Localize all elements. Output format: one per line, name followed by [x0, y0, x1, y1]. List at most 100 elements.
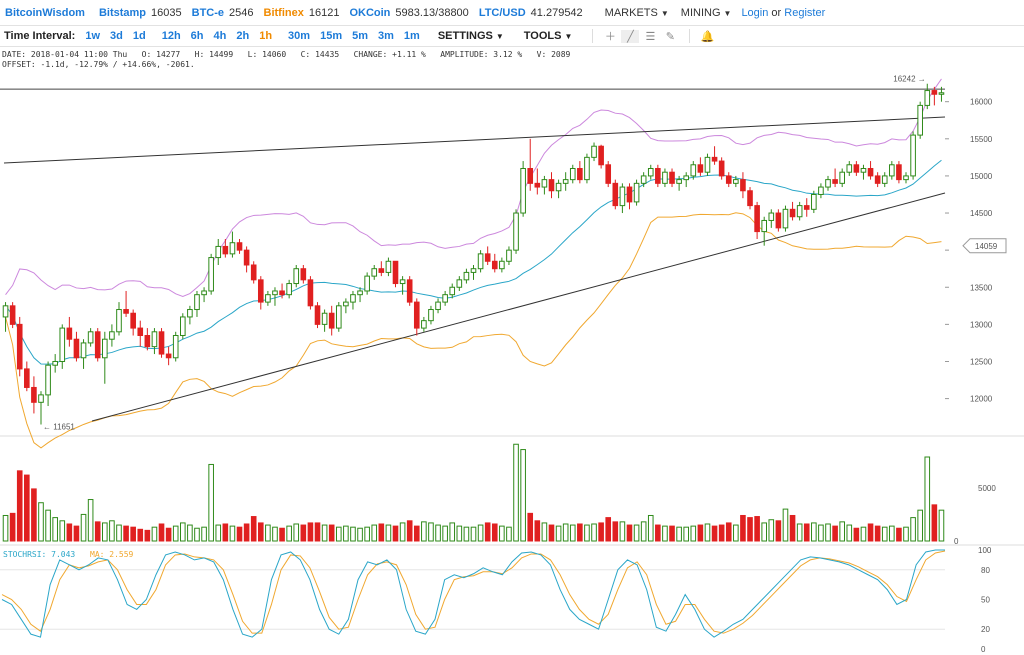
volume-bar [172, 525, 179, 542]
volume-bar [357, 527, 363, 542]
volume-bar [626, 524, 633, 542]
candle-body [867, 167, 874, 177]
bell-icon[interactable]: 🔔 [700, 30, 715, 43]
ticker-bitfinex[interactable]: Bitfinex 16121 [264, 7, 340, 19]
mining-menu[interactable]: MINING ▼ [681, 7, 732, 19]
ticker-ltcusd[interactable]: LTC/USD 41.279542 [479, 7, 583, 19]
volume-bar [647, 514, 654, 542]
candle-body [215, 245, 222, 259]
candle-body [364, 275, 370, 292]
candle-body [172, 335, 179, 359]
candle-body [272, 290, 278, 296]
candle-body [733, 179, 739, 184]
volume-bar [137, 528, 144, 542]
max-price-label: 16242 → [893, 75, 925, 84]
ticker-btce[interactable]: BTC-e 2546 [192, 7, 254, 19]
candle-body [903, 175, 909, 181]
candle-body [59, 327, 66, 362]
min-price-label: ← 11651 [43, 423, 75, 432]
candle-body [406, 279, 413, 303]
interval-1d[interactable]: 1d [132, 30, 146, 42]
interval-4h[interactable]: 4h [213, 30, 227, 42]
brand-logo[interactable]: BitcoinWisdom [5, 6, 85, 19]
candle-body [725, 175, 732, 184]
interval-1w[interactable]: 1w [85, 30, 101, 42]
interval-30m[interactable]: 30m [288, 30, 311, 42]
interval-5m[interactable]: 5m [352, 30, 369, 42]
candle-body [874, 175, 881, 184]
volume-bar [187, 524, 193, 542]
ticker-value: 16121 [308, 6, 340, 19]
interval-1h[interactable]: 1h [259, 30, 273, 42]
volume-bar [740, 514, 746, 542]
candle-body [343, 301, 349, 307]
candle-body [803, 205, 810, 210]
volume-bar [257, 522, 264, 542]
pencil-icon[interactable]: ✎ [665, 30, 675, 43]
volume-bar [80, 513, 87, 542]
volume-bar [938, 509, 945, 542]
candle-body [208, 257, 214, 292]
candle-body [102, 338, 108, 359]
candle-info-line: DATE: 2018-01-04 11:00 Thu O: 14277 H: 1… [2, 50, 571, 59]
volume-bar [640, 521, 647, 542]
interval-15m[interactable]: 15m [320, 30, 343, 42]
volume-bar [527, 512, 534, 542]
markets-menu[interactable]: MARKETS ▼ [605, 7, 669, 19]
candle-body [243, 249, 250, 266]
interval-3m[interactable]: 3m [378, 30, 394, 42]
ticker-value: 2546 [229, 6, 254, 19]
volume-bar [265, 524, 271, 542]
volume-bar [406, 520, 413, 542]
tools-menu[interactable]: TOOLS ▼ [524, 30, 573, 42]
volume-bar [633, 524, 640, 542]
candle-body [45, 364, 51, 396]
volume-bar [470, 526, 477, 542]
candle-body [442, 294, 448, 303]
ticker-name: LTC/USD [478, 6, 526, 19]
volume-bar [491, 523, 498, 542]
ticker-name: BTC-e [191, 6, 225, 19]
candle-body [477, 253, 484, 270]
volume-bar [499, 525, 505, 542]
candle-body [470, 268, 477, 273]
hlines-icon[interactable]: ☰ [645, 30, 656, 43]
caret-down-icon: ▼ [564, 32, 573, 41]
candle-body [257, 279, 264, 303]
candle-body [328, 312, 335, 329]
or-text: or [771, 6, 782, 19]
candle-body [165, 353, 172, 359]
volume-bar [803, 523, 810, 542]
ticker-okcoin[interactable]: OKCoin 5983.13/38800 [349, 7, 468, 19]
interval-3d[interactable]: 3d [110, 30, 123, 42]
interval-6h[interactable]: 6h [190, 30, 204, 42]
trend-line-upper [3, 116, 946, 164]
interval-2h[interactable]: 2h [236, 30, 250, 42]
candle-body [860, 167, 867, 173]
candle-body [335, 305, 342, 329]
volume-bar [825, 523, 831, 542]
ticker-bitstamp[interactable]: Bitstamp 16035 [99, 7, 182, 19]
candle-body [846, 164, 853, 173]
candle-body [541, 179, 548, 188]
volume-bar [832, 525, 838, 542]
candle-body [286, 283, 292, 296]
volume-bar [704, 523, 711, 542]
price-tick-label: 13500 [970, 283, 993, 292]
caret-down-icon: ▼ [495, 32, 504, 41]
candle-body [463, 271, 470, 281]
volume-bar [94, 521, 101, 542]
interval-1m[interactable]: 1m [403, 30, 420, 42]
register-link[interactable]: Register [784, 6, 826, 19]
volume-bar [541, 522, 548, 542]
volume-bar [789, 514, 796, 542]
settings-menu[interactable]: SETTINGS ▼ [438, 30, 504, 42]
line-icon[interactable]: ╱ [621, 29, 640, 43]
interval-12h[interactable]: 12h [161, 30, 181, 42]
crosshair-icon[interactable]: ＋ [604, 31, 616, 43]
login-link[interactable]: Login [741, 6, 769, 19]
volume-bar [371, 524, 378, 542]
candle-body [2, 305, 9, 318]
volume-bar [364, 526, 370, 542]
